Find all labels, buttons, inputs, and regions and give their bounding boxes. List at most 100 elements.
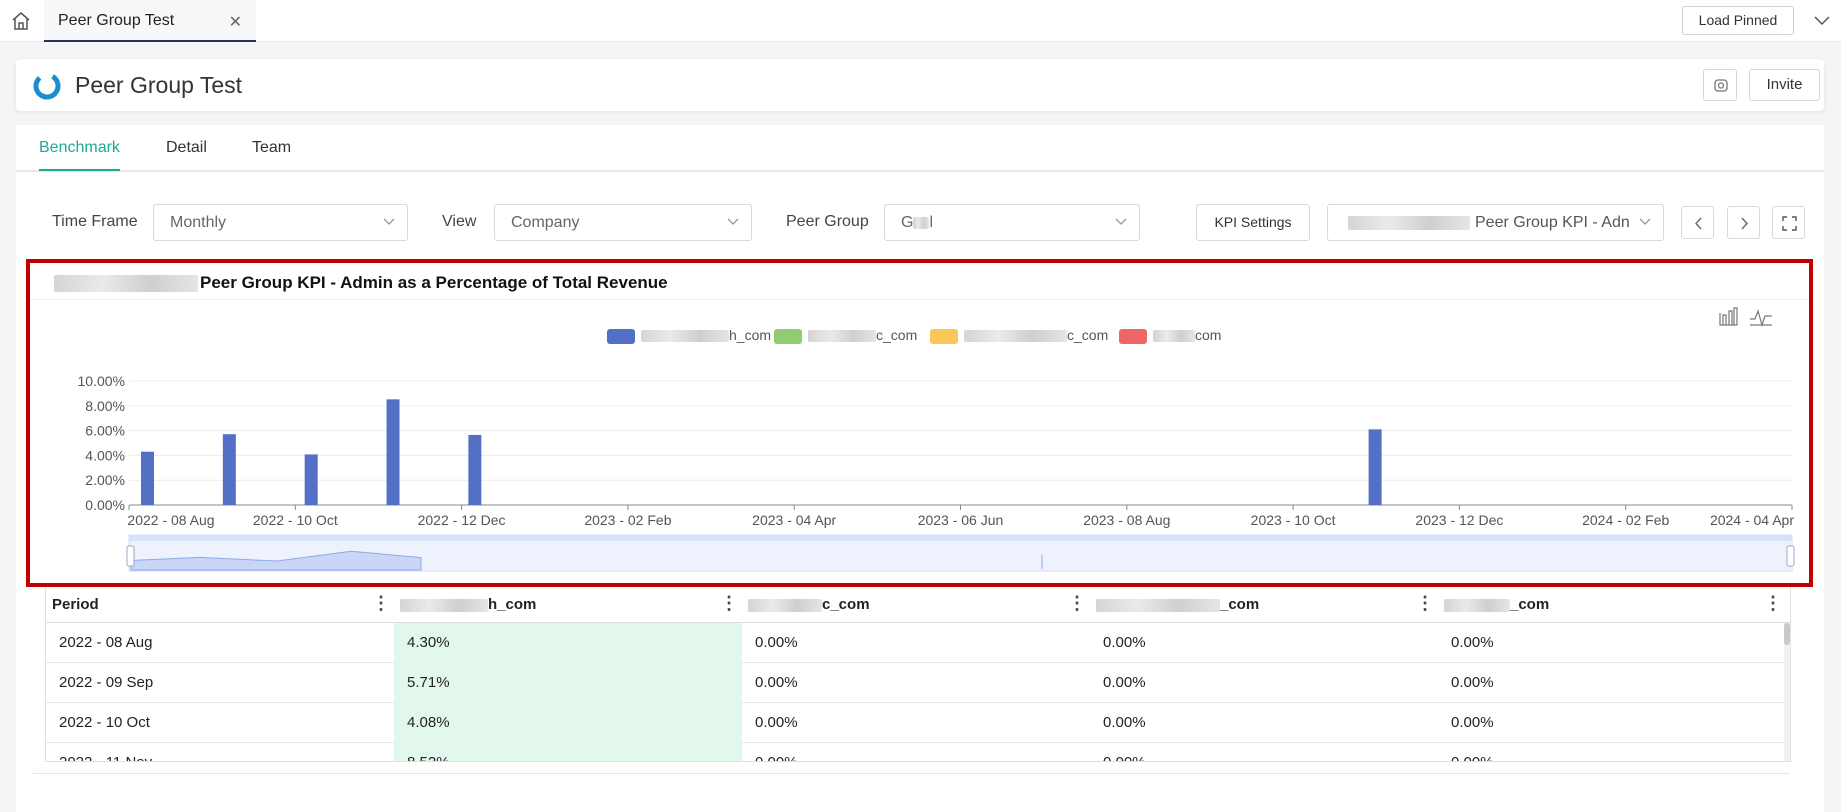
table-header: Period ⋮ h_com ⋮ c_com ⋮ _com ⋮ _com ⋮ — [46, 587, 1790, 623]
tab-team[interactable]: Team — [252, 139, 292, 156]
table-cell: 4.08% — [394, 703, 742, 743]
column-header-company-3[interactable]: _com — [1090, 587, 1438, 623]
page-header: Peer Group Test Invite — [16, 59, 1824, 111]
zoom-handle-left[interactable] — [126, 545, 135, 567]
legend-item-series-3[interactable]: c_com — [930, 327, 1108, 344]
x-tick-label: 2023 - 10 Oct — [1251, 512, 1336, 528]
table-cell: 5.71% — [394, 663, 742, 703]
table-cell: 4.30% — [394, 623, 742, 663]
tab-benchmark[interactable]: Benchmark — [39, 139, 120, 171]
y-tick-label: 6.00% — [85, 423, 125, 439]
previous-kpi-button[interactable] — [1681, 206, 1714, 239]
column-menu-icon[interactable]: ⋮ — [372, 593, 390, 613]
nav-tabs: Benchmark Detail Team — [16, 125, 1824, 172]
legend-item-series-2[interactable]: c_com — [774, 327, 917, 344]
chevron-down-icon — [1115, 218, 1127, 225]
chevron-down-icon — [383, 218, 395, 225]
table-cell: 0.00% — [1103, 674, 1146, 691]
table-scrollbar[interactable] — [1784, 623, 1790, 761]
chevron-down-icon — [727, 218, 739, 225]
x-tick-label: 2022 - 08 Aug — [127, 512, 214, 528]
y-tick-label: 2.00% — [85, 472, 125, 488]
x-tick-label: 2023 - 06 Jun — [918, 512, 1004, 528]
next-kpi-button[interactable] — [1727, 206, 1760, 239]
table-row[interactable]: 2022 - 10 Oct 4.08% 0.00% 0.00% 0.00% — [46, 703, 1790, 743]
zoom-bar — [129, 535, 1792, 541]
peer-group-label: Peer Group — [786, 213, 869, 230]
x-tick-label: 2023 - 08 Aug — [1083, 512, 1170, 528]
y-tick-label: 10.00% — [78, 373, 125, 389]
table-cell: 0.00% — [1438, 743, 1786, 761]
chart-title: Peer Group KPI - Admin as a Percentage o… — [54, 273, 668, 293]
table-cell: 0.00% — [755, 714, 798, 731]
table-cell: 0.00% — [1451, 634, 1494, 651]
table-cell: 0.00% — [1451, 714, 1494, 731]
kpi-settings-button[interactable]: KPI Settings — [1196, 204, 1310, 241]
bar — [468, 434, 482, 505]
zoom-preview-area — [130, 550, 422, 571]
tab-detail[interactable]: Detail — [166, 139, 207, 156]
table-cell-period: 2022 - 08 Aug — [59, 634, 153, 651]
chevron-down-icon[interactable] — [1812, 12, 1832, 28]
x-tick-label: 2023 - 02 Feb — [584, 512, 671, 528]
invite-button[interactable]: Invite — [1749, 69, 1820, 101]
chevron-left-icon — [1695, 217, 1702, 230]
table-row[interactable]: 2022 - 09 Sep 5.71% 0.00% 0.00% 0.00% — [46, 663, 1790, 703]
load-pinned-button[interactable]: Load Pinned — [1682, 6, 1794, 35]
table-cell: 8.52% — [394, 743, 742, 761]
bar — [141, 451, 154, 505]
table-cell: 0.00% — [1103, 634, 1146, 651]
column-header-company-1[interactable]: h_com — [394, 587, 742, 623]
fullscreen-button[interactable] — [1772, 206, 1805, 239]
bar-chart: 10.00% 8.00% 6.00% 4.00% 2.00% 0.00% 2022 - 0… — [78, 307, 1795, 572]
x-tick-label: 2023 - 12 Dec — [1415, 512, 1503, 528]
data-zoom-slider[interactable] — [126, 534, 1795, 572]
time-frame-select[interactable]: Monthly — [153, 204, 408, 241]
data-table: Period ⋮ h_com ⋮ c_com ⋮ _com ⋮ _com ⋮ 2… — [45, 587, 1791, 762]
table-cell: 0.00% — [742, 743, 1090, 761]
column-header-company-2[interactable]: c_com — [742, 587, 1090, 623]
time-frame-value: Monthly — [170, 214, 227, 231]
bar — [304, 454, 318, 505]
column-menu-icon[interactable]: ⋮ — [720, 593, 738, 613]
table-row[interactable]: 2022 - 08 Aug 4.30% 0.00% 0.00% 0.00% — [46, 623, 1790, 663]
line-chart-icon[interactable] — [1750, 309, 1772, 328]
fullscreen-icon — [1782, 216, 1797, 231]
time-frame-label: Time Frame — [52, 213, 138, 230]
legend-item-series-1[interactable]: h_com — [607, 327, 771, 344]
kpi-select[interactable]: Peer Group KPI - Adn — [1327, 204, 1664, 241]
home-icon[interactable] — [10, 11, 32, 31]
close-icon[interactable]: ✕ — [228, 14, 242, 31]
y-tick-label: 0.00% — [85, 497, 125, 513]
x-tick-label: 2023 - 04 Apr — [752, 512, 836, 528]
zoom-handle-right[interactable] — [1786, 545, 1795, 567]
chart-title-divider — [30, 299, 1809, 300]
table-cell: 0.00% — [755, 634, 798, 651]
y-tick-label: 8.00% — [85, 398, 125, 414]
kpi-select-value: Peer Group KPI - Adn — [1348, 214, 1630, 232]
chevron-down-icon — [1639, 218, 1651, 225]
tab-peer-group-test[interactable]: Peer Group Test ✕ — [44, 0, 256, 42]
x-tick-label: 2022 - 12 Dec — [418, 512, 506, 528]
snapshot-button[interactable] — [1703, 69, 1737, 101]
column-header-company-4[interactable]: _com — [1438, 587, 1786, 623]
table-cell: 0.00% — [1103, 714, 1146, 731]
bar-chart-icon[interactable] — [1719, 307, 1738, 326]
view-value: Company — [511, 214, 580, 231]
legend-item-series-4[interactable]: com — [1119, 327, 1221, 344]
view-label: View — [442, 213, 477, 230]
table-cell: 0.00% — [755, 674, 798, 691]
column-menu-icon[interactable]: ⋮ — [1764, 593, 1782, 613]
bar — [1368, 429, 1382, 505]
view-select[interactable]: Company — [494, 204, 752, 241]
table-cell-period: 2022 - 11 Nov — [46, 743, 394, 761]
table-row[interactable]: 2022 - 11 Nov 8.52% 0.00% 0.00% 0.00% — [46, 743, 1790, 761]
column-menu-icon[interactable]: ⋮ — [1416, 593, 1434, 613]
column-header-period[interactable]: Period — [52, 596, 99, 613]
column-menu-icon[interactable]: ⋮ — [1068, 593, 1086, 613]
chevron-right-icon — [1741, 217, 1748, 230]
table-scroll-thumb[interactable] — [1784, 623, 1790, 645]
table-cell: 0.00% — [1090, 743, 1438, 761]
camera-icon — [1714, 79, 1728, 92]
